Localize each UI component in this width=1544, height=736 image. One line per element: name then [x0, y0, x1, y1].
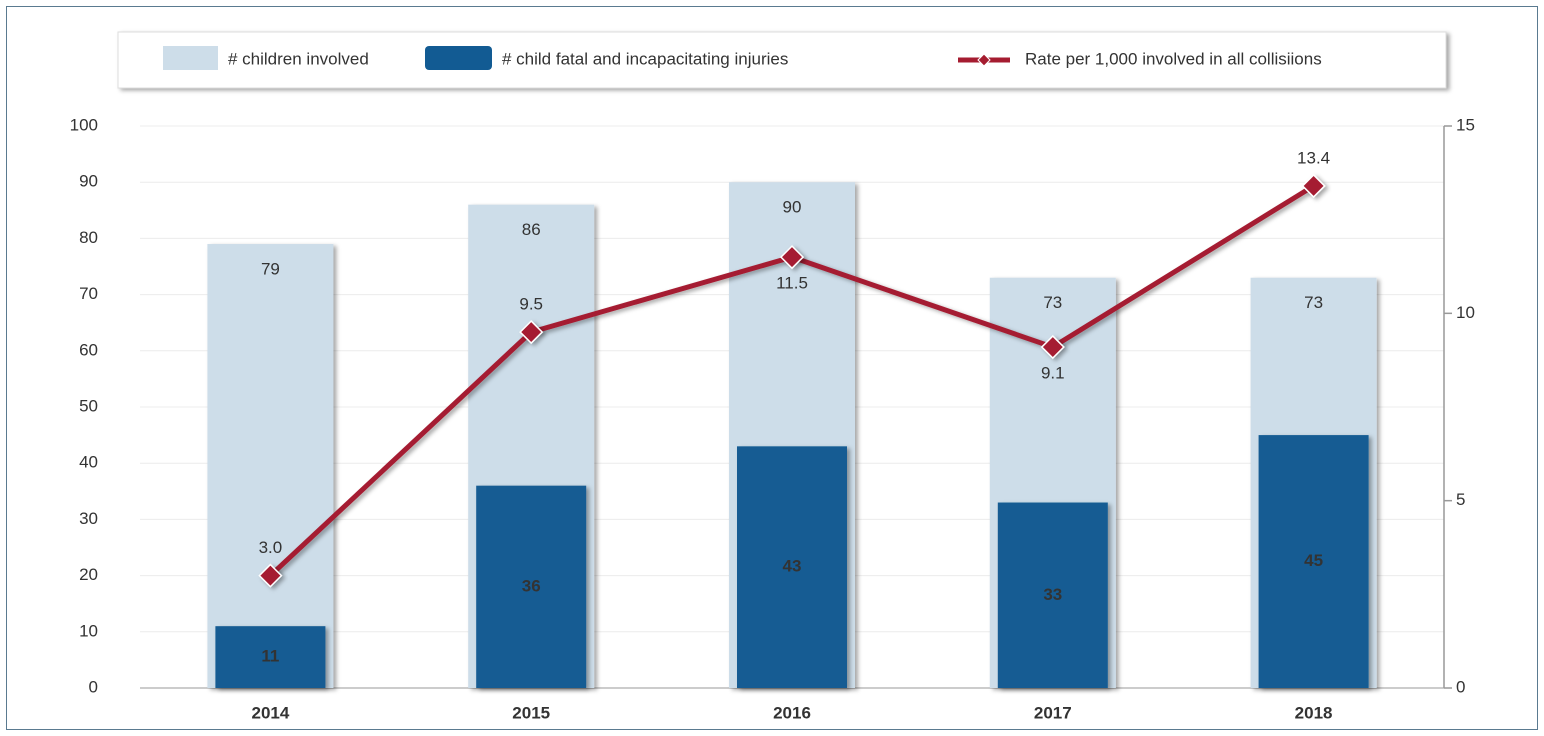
line-marker: [1040, 334, 1065, 360]
y-tick-label: 70: [79, 284, 98, 303]
bar: [215, 626, 326, 688]
legend-label: # children involved: [228, 49, 369, 68]
y-tick-label: 40: [79, 453, 98, 472]
x-tick-label: 2015: [512, 703, 550, 722]
bar-value-label: 79: [261, 260, 280, 279]
bar-value-label: 43: [783, 557, 802, 576]
legend-swatch: [425, 46, 492, 70]
line-value-label: 11.5: [776, 274, 808, 293]
bar: [997, 502, 1108, 688]
y2-tick-label: 10: [1456, 303, 1475, 322]
line-value-label: 13.4: [1297, 148, 1330, 167]
bar: [207, 244, 334, 688]
y-tick-label: 30: [79, 509, 98, 528]
y-tick-label: 0: [89, 677, 98, 696]
line-marker: [258, 563, 283, 588]
bar-value-label: 86: [522, 220, 541, 239]
x-tick-label: 2016: [773, 703, 811, 722]
y-tick-label: 10: [79, 621, 98, 640]
y2-tick-label: 5: [1456, 490, 1465, 509]
line-value-label: 3.0: [259, 538, 283, 557]
line-marker: [519, 320, 544, 345]
y-tick-label: 50: [79, 396, 98, 415]
y-tick-label: 60: [79, 340, 98, 359]
line-value-label: 9.1: [1041, 364, 1065, 383]
y-tick-label: 90: [79, 172, 98, 191]
y-tick-label: 20: [79, 565, 98, 584]
bar-value-label: 36: [522, 576, 541, 595]
legend-marker: [977, 53, 991, 67]
legend-box: [117, 31, 1447, 89]
bar-value-label: 33: [1043, 585, 1062, 604]
bar: [737, 446, 847, 688]
bar-value-label: 90: [783, 198, 802, 217]
line-marker: [1301, 173, 1326, 199]
bar-value-label: 73: [1304, 293, 1323, 312]
y-tick-label: 100: [70, 115, 98, 134]
bar-value-label: 11: [261, 647, 279, 666]
x-tick-label: 2014: [251, 703, 289, 722]
bar: [476, 485, 587, 688]
legend-label: # child fatal and incapacitating injurie…: [502, 49, 788, 68]
y-tick-label: 80: [79, 228, 98, 247]
legend-label: Rate per 1,000 involved in all collisiio…: [1025, 49, 1322, 68]
y2-tick-label: 0: [1456, 677, 1465, 696]
x-tick-label: 2017: [1034, 703, 1072, 722]
legend-swatch: [163, 46, 218, 70]
bar-value-label: 45: [1304, 551, 1323, 570]
line-value-label: 9.5: [519, 295, 543, 314]
legend: # children involved # child fatal and inc…: [163, 46, 1322, 70]
bar: [1258, 435, 1369, 688]
line-marker: [779, 245, 805, 270]
bar-value-label: 73: [1043, 293, 1062, 312]
y2-tick-label: 15: [1456, 115, 1475, 134]
x-tick-label: 2018: [1295, 703, 1333, 722]
